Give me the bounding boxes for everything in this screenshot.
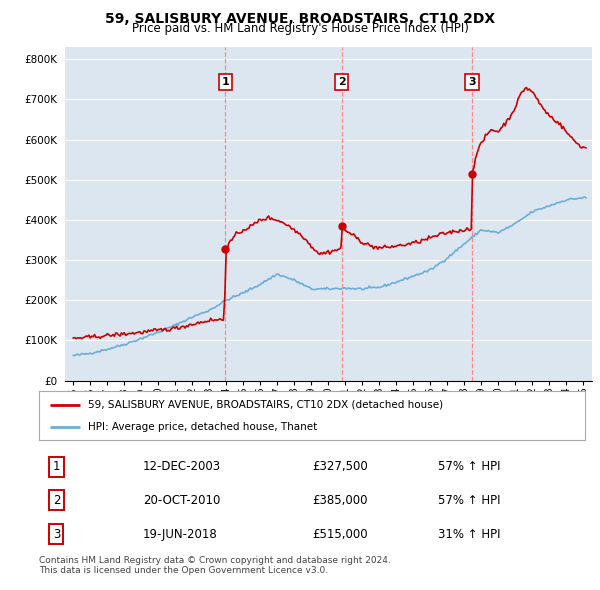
Text: Contains HM Land Registry data © Crown copyright and database right 2024.: Contains HM Land Registry data © Crown c… xyxy=(39,556,391,565)
Text: £515,000: £515,000 xyxy=(312,527,368,540)
Text: £327,500: £327,500 xyxy=(312,460,368,474)
Text: This data is licensed under the Open Government Licence v3.0.: This data is licensed under the Open Gov… xyxy=(39,566,328,575)
Text: Price paid vs. HM Land Registry's House Price Index (HPI): Price paid vs. HM Land Registry's House … xyxy=(131,22,469,35)
Text: 12-DEC-2003: 12-DEC-2003 xyxy=(143,460,221,474)
Text: £385,000: £385,000 xyxy=(312,493,367,507)
Text: 1: 1 xyxy=(221,77,229,87)
Text: 3: 3 xyxy=(53,527,60,540)
Text: 59, SALISBURY AVENUE, BROADSTAIRS, CT10 2DX: 59, SALISBURY AVENUE, BROADSTAIRS, CT10 … xyxy=(105,12,495,26)
Text: HPI: Average price, detached house, Thanet: HPI: Average price, detached house, Than… xyxy=(88,422,317,432)
Text: 19-JUN-2018: 19-JUN-2018 xyxy=(143,527,217,540)
Text: 3: 3 xyxy=(468,77,476,87)
Text: 2: 2 xyxy=(338,77,346,87)
Text: 57% ↑ HPI: 57% ↑ HPI xyxy=(437,460,500,474)
Text: 1: 1 xyxy=(53,460,60,474)
Text: 20-OCT-2010: 20-OCT-2010 xyxy=(143,493,220,507)
Text: 57% ↑ HPI: 57% ↑ HPI xyxy=(437,493,500,507)
Text: 2: 2 xyxy=(53,493,60,507)
Text: 31% ↑ HPI: 31% ↑ HPI xyxy=(437,527,500,540)
Text: 59, SALISBURY AVENUE, BROADSTAIRS, CT10 2DX (detached house): 59, SALISBURY AVENUE, BROADSTAIRS, CT10 … xyxy=(88,399,443,409)
